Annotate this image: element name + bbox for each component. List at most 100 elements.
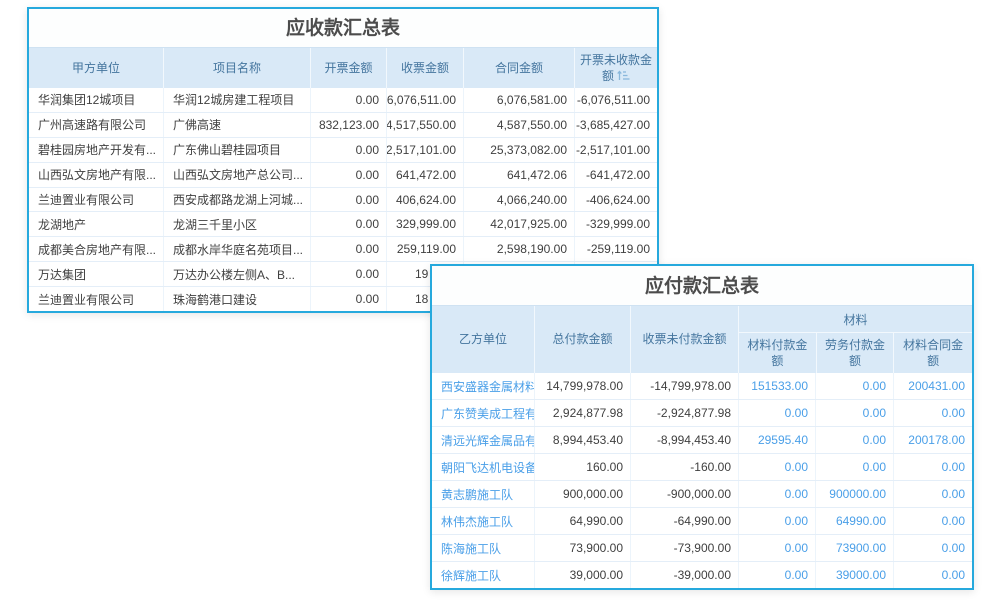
payables-cell[interactable]: 0.00 bbox=[815, 400, 893, 426]
payables-cell: -64,990.00 bbox=[630, 508, 738, 534]
payables-cell: -8,994,453.40 bbox=[630, 427, 738, 453]
col-header-invoiced-unreceived-amount[interactable]: 开票未收款金额 bbox=[574, 48, 657, 88]
receivables-row: 碧桂园房地产开发有... 广东佛山碧桂园项目 0.00 2,517,101.00 25,… bbox=[29, 136, 657, 162]
payables-cell[interactable]: 0.00 bbox=[893, 535, 972, 561]
payables-cell[interactable]: 0.00 bbox=[815, 373, 893, 399]
payables-row: 西安盛器金属材料有14,799,978.00-14,799,978.001515… bbox=[432, 373, 972, 399]
payables-cell: 2,924,877.98 bbox=[534, 400, 630, 426]
receivables-cell: 0.00 bbox=[310, 262, 386, 287]
payables-cell[interactable]: 200431.00 bbox=[893, 373, 972, 399]
receivables-cell: -2,517,101.00 bbox=[574, 137, 657, 162]
payables-cell[interactable]: 徐辉施工队 bbox=[441, 568, 502, 583]
payables-cell[interactable]: 900000.00 bbox=[815, 481, 893, 507]
payables-cell[interactable]: 西安盛器金属材料有 bbox=[441, 379, 534, 394]
receivables-cell: 山西弘文房地产有限... bbox=[38, 168, 157, 183]
payables-cell[interactable]: 0.00 bbox=[893, 508, 972, 534]
payables-cell[interactable]: 73900.00 bbox=[815, 535, 893, 561]
receivables-cell: 华润12城房建工程项目 bbox=[163, 88, 310, 112]
receivables-cell: 碧桂园房地产开发有... bbox=[38, 143, 157, 158]
receivables-row: 广州高速路有限公司 广佛高速 832,123.00 4,517,550.00 4,587… bbox=[29, 111, 657, 137]
payables-cell[interactable]: 64990.00 bbox=[815, 508, 893, 534]
col-header-material-contract: 材料合同金额 bbox=[893, 333, 972, 373]
payables-cell[interactable]: 200178.00 bbox=[893, 427, 972, 453]
receivables-cell: 广东佛山碧桂园项目 bbox=[163, 137, 310, 162]
payables-cell[interactable]: 0.00 bbox=[738, 481, 815, 507]
payables-cell: 8,994,453.40 bbox=[534, 427, 630, 453]
payables-cell[interactable]: 151533.00 bbox=[738, 373, 815, 399]
payables-cell[interactable]: 0.00 bbox=[893, 454, 972, 480]
payables-cell: 64,990.00 bbox=[534, 508, 630, 534]
col-header-label: 开票未收款金额 bbox=[579, 52, 652, 83]
group-header-material: 材料 bbox=[739, 306, 972, 333]
receivables-cell: 19 bbox=[386, 262, 463, 287]
receivables-cell: -641,472.00 bbox=[574, 162, 657, 187]
receivables-cell: 832,123.00 bbox=[310, 112, 386, 137]
payables-cell[interactable]: 0.00 bbox=[738, 454, 815, 480]
payables-header-row: 乙方单位 总付款金额 收票未付款金额 材料 材料付款金额 劳务付款金额 材料合同… bbox=[432, 305, 972, 373]
payables-cell[interactable]: 黄志鹏施工队 bbox=[441, 487, 514, 502]
payables-cell[interactable]: 0.00 bbox=[738, 562, 815, 588]
payables-cell[interactable]: 清远光辉金属品有限 bbox=[441, 433, 534, 448]
receivables-cell: 西安成都路龙湖上河城... bbox=[163, 187, 310, 212]
payables-cell[interactable]: 广东赞美成工程有限 bbox=[441, 406, 534, 421]
receivables-cell: 0.00 bbox=[310, 162, 386, 187]
receivables-cell: 0.00 bbox=[310, 212, 386, 237]
receivables-cell: 龙湖三千里小区 bbox=[163, 212, 310, 237]
receivables-cell: 4,066,240.00 bbox=[463, 187, 574, 212]
payables-row: 林伟杰施工队 64,990.00 -64,990.00 0.00 64990.00 0.0… bbox=[432, 507, 972, 534]
receivables-cell: 华润集团12城项目 bbox=[38, 93, 136, 108]
receivables-cell: 0.00 bbox=[310, 237, 386, 262]
receivables-cell: 18 bbox=[386, 287, 463, 312]
payables-cell[interactable]: 林伟杰施工队 bbox=[441, 514, 514, 529]
receivables-cell: 广州高速路有限公司 bbox=[38, 118, 147, 133]
payables-cell[interactable]: 0.00 bbox=[893, 481, 972, 507]
col-header-material-payment: 材料付款金额 bbox=[747, 337, 808, 368]
payables-cell[interactable]: 0.00 bbox=[738, 400, 815, 426]
receivables-cell: 0.00 bbox=[310, 137, 386, 162]
receivables-cell: 6,076,581.00 bbox=[463, 88, 574, 112]
receivables-cell: 2,517,101.00 bbox=[386, 137, 463, 162]
col-header-received-amount: 收票金额 bbox=[386, 48, 463, 88]
payables-cell[interactable]: 0.00 bbox=[815, 454, 893, 480]
col-header-labor-payment: 劳务付款金额 bbox=[815, 333, 894, 373]
payables-row: 广东赞美成工程有限2,924,877.98-2,924,877.980.000.… bbox=[432, 399, 972, 426]
receivables-cell: 万达集团 bbox=[38, 267, 87, 282]
payables-cell: 39,000.00 bbox=[534, 562, 630, 588]
receivables-cell: -329,999.00 bbox=[574, 212, 657, 237]
col-header-party-b-unit: 乙方单位 bbox=[458, 332, 507, 347]
payables-cell[interactable]: 陈海施工队 bbox=[441, 541, 502, 556]
payables-row: 陈海施工队 73,900.00 -73,900.00 0.00 73900.00 0.00 bbox=[432, 534, 972, 561]
receivables-body: 华润集团12城项目 华润12城房建工程项目 0.00 6,076,511.00 6,07… bbox=[29, 88, 657, 312]
receivables-cell: -259,119.00 bbox=[574, 237, 657, 262]
sort-amount-icon[interactable] bbox=[617, 70, 630, 81]
receivables-row: 华润集团12城项目 华润12城房建工程项目 0.00 6,076,511.00 6,07… bbox=[29, 88, 657, 112]
receivables-row: 山西弘文房地产有限... 山西弘文房地产总公司... 0.00 641,472.00 6… bbox=[29, 161, 657, 187]
receivables-row: 成都美合房地产有限... 成都水岸华庭名苑项目... 0.00 259,119.00 2… bbox=[29, 236, 657, 262]
receivables-cell: 成都水岸华庭名苑项目... bbox=[163, 237, 310, 262]
payables-table: 应付款汇总表 乙方单位 总付款金额 收票未付款金额 材料 材料付款金额 劳务付款… bbox=[430, 264, 974, 590]
payables-cell[interactable]: 0.00 bbox=[893, 562, 972, 588]
receivables-cell: -6,076,511.00 bbox=[574, 88, 657, 112]
receivables-cell: 641,472.06 bbox=[463, 162, 574, 187]
payables-cell[interactable]: 朝阳飞达机电设备有 bbox=[441, 460, 534, 475]
payables-cell: 73,900.00 bbox=[534, 535, 630, 561]
receivables-cell: 成都美合房地产有限... bbox=[38, 242, 157, 257]
receivables-cell: 珠海鹤港口建设 bbox=[163, 287, 310, 312]
payables-cell[interactable]: 29595.40 bbox=[738, 427, 815, 453]
payables-cell[interactable]: 0.00 bbox=[738, 535, 815, 561]
payables-cell: 900,000.00 bbox=[534, 481, 630, 507]
receivables-cell: 万达办公楼左侧A、B... bbox=[163, 262, 310, 287]
payables-cell[interactable]: 0.00 bbox=[738, 508, 815, 534]
payables-cell: -39,000.00 bbox=[630, 562, 738, 588]
payables-cell: 160.00 bbox=[534, 454, 630, 480]
payables-cell[interactable]: 0.00 bbox=[893, 400, 972, 426]
payables-cell[interactable]: 39000.00 bbox=[815, 562, 893, 588]
col-header-receipted-unpaid: 收票未付款金额 bbox=[630, 306, 738, 373]
payables-row: 清远光辉金属品有限8,994,453.40-8,994,453.4029595.… bbox=[432, 426, 972, 453]
receivables-cell: 0.00 bbox=[310, 88, 386, 112]
payables-cell: -160.00 bbox=[630, 454, 738, 480]
receivables-title: 应收款汇总表 bbox=[29, 9, 657, 47]
payables-cell: -2,924,877.98 bbox=[630, 400, 738, 426]
payables-cell[interactable]: 0.00 bbox=[815, 427, 893, 453]
receivables-cell: -406,624.00 bbox=[574, 187, 657, 212]
